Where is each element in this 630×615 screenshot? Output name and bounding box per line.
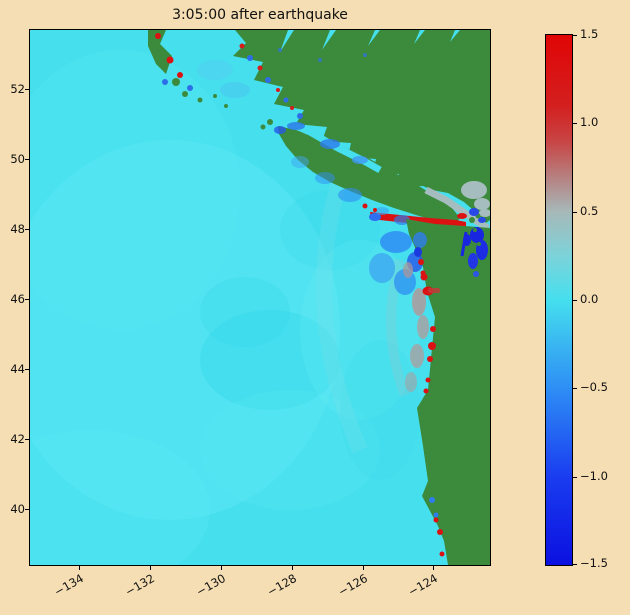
tsunami-map-svg (30, 30, 490, 565)
x-tick-mark (221, 566, 222, 570)
x-tick-label: −134 (51, 571, 86, 599)
x-tick-label: −126 (335, 571, 370, 599)
coastal-red-spots (362, 203, 445, 557)
colorbar-tick-mark (573, 477, 577, 478)
y-tick-mark (25, 229, 29, 230)
y-tick-mark (25, 89, 29, 90)
inland-straits (280, 116, 490, 232)
bc-coast-speckle (239, 43, 303, 119)
x-tick-mark (150, 566, 151, 570)
colorbar-tick-mark (573, 123, 577, 124)
plot-title: 3:05:00 after earthquake (172, 7, 348, 23)
colorbar-tick-mark (573, 212, 577, 213)
colorbar-tick-label: −0.5 (580, 380, 608, 394)
colorbar-tick-mark (573, 564, 577, 565)
colorbar-tick-mark (573, 35, 577, 36)
y-tick-mark (25, 439, 29, 440)
colorbar-tick-mark (573, 300, 577, 301)
colorbar-gradient (545, 34, 573, 566)
y-tick-mark (25, 159, 29, 160)
x-tick-label: −124 (405, 571, 440, 599)
x-tick-label: −132 (122, 571, 157, 599)
puget-sound-blues (460, 227, 488, 277)
y-tick-label: 48 (10, 222, 25, 236)
colorbar-tick-label: 1.0 (580, 115, 599, 129)
colorbar-tick-label: −1.5 (580, 556, 608, 570)
colorbar-tick-label: 0.0 (580, 292, 599, 306)
y-tick-label: 50 (10, 152, 25, 166)
offshore-blue-patches (274, 126, 439, 518)
x-tick-mark (433, 566, 434, 570)
colorbar-tick-label: 1.5 (580, 27, 599, 41)
offshore-gray-patches (403, 262, 429, 392)
ocean-wave-variations (30, 50, 420, 565)
x-tick-mark (363, 566, 364, 570)
map-plot-area (29, 29, 491, 566)
land-vancouver-island (260, 119, 460, 226)
colorbar-tick-mark (573, 388, 577, 389)
colorbar-tick-label: −1.0 (580, 469, 608, 483)
x-tick-mark (292, 566, 293, 570)
y-tick-label: 42 (10, 432, 25, 446)
y-tick-label: 40 (10, 502, 25, 516)
land-bc-mainland (233, 30, 490, 223)
y-tick-label: 52 (10, 82, 25, 96)
y-tick-mark (25, 369, 29, 370)
x-tick-mark (79, 566, 80, 570)
y-tick-mark (25, 509, 29, 510)
x-tick-label: −130 (193, 571, 228, 599)
y-tick-mark (25, 299, 29, 300)
y-tick-label: 46 (10, 292, 25, 306)
land-us-mainland (406, 219, 490, 565)
offshore-islands-north (148, 30, 228, 108)
y-tick-label: 44 (10, 362, 25, 376)
x-tick-label: −128 (264, 571, 299, 599)
colorbar-tick-label: 0.5 (580, 204, 599, 218)
